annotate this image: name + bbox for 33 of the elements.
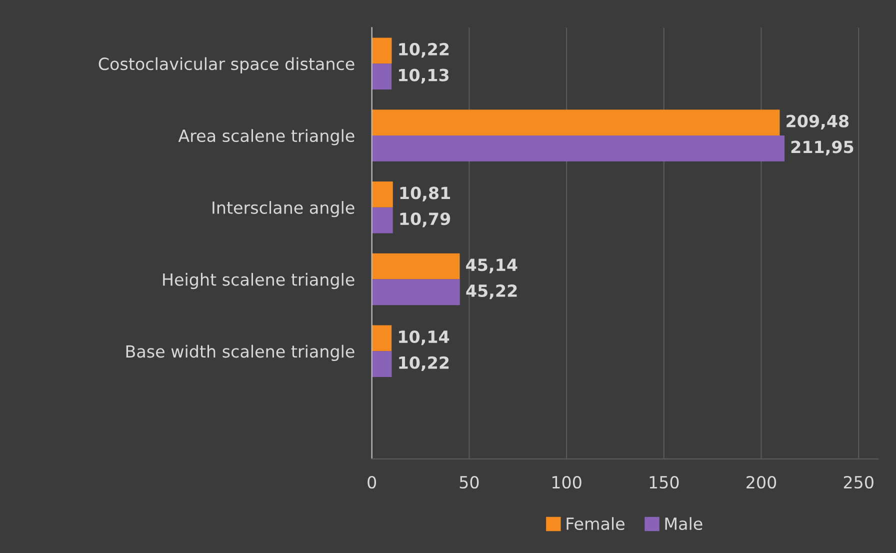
- bar: [372, 38, 392, 64]
- x-tick-label: 100: [552, 476, 582, 489]
- data-label: 10,79: [400, 212, 450, 228]
- data-label: 10,14: [399, 330, 450, 346]
- bar: [372, 325, 392, 352]
- y-tick-label: Costoclavicular space distance: [98, 57, 354, 74]
- data-label: 45,14: [466, 258, 518, 274]
- y-tick-label: Area scalene triangle: [178, 129, 354, 146]
- x-tick-label: 150: [650, 476, 679, 489]
- bar: [372, 279, 460, 306]
- data-label: 10,22: [399, 356, 449, 372]
- data-label: 10,81: [400, 186, 450, 202]
- data-label: 209,48: [786, 114, 849, 130]
- y-tick-label: Height scalene triangle: [163, 272, 354, 290]
- x-tick-label: 200: [746, 476, 776, 489]
- bar: [372, 64, 392, 90]
- x-tick-label: 50: [460, 476, 479, 489]
- bar: [372, 135, 785, 162]
- y-tick-label: Intersclane angle: [212, 201, 354, 218]
- bar: [372, 253, 460, 280]
- y-tick-label: Base width scalene triangle: [126, 344, 354, 361]
- data-label: 10,22: [399, 42, 449, 58]
- legend-label: Male: [665, 517, 702, 530]
- bar: [372, 110, 780, 136]
- bar: [372, 351, 392, 378]
- x-tick-label: 0: [368, 476, 376, 489]
- data-label: 10,13: [399, 68, 449, 84]
- data-label: 45,22: [466, 284, 517, 300]
- bar: [372, 207, 393, 234]
- data-label: 211,95: [791, 140, 854, 156]
- legend-label: Female: [566, 517, 624, 530]
- bar: [372, 181, 393, 208]
- x-tick-label: 250: [844, 476, 874, 489]
